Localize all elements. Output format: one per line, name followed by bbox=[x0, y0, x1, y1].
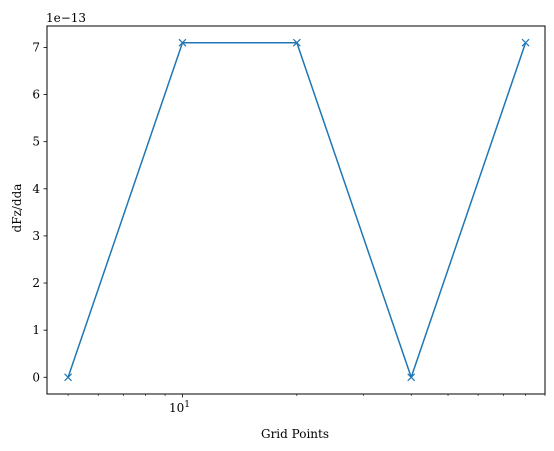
data-point-marker bbox=[178, 38, 187, 47]
y-axis-offset-text: 1e−13 bbox=[46, 11, 86, 25]
y-tick-label: 0 bbox=[32, 370, 40, 384]
x-axis-label: Grid Points bbox=[261, 427, 329, 441]
series-layer bbox=[64, 38, 530, 382]
plot-area-frame bbox=[46, 25, 546, 395]
y-axis-ticks: 0 1 2 3 4 5 6 7 bbox=[32, 40, 47, 384]
axes-frame bbox=[46, 25, 546, 395]
y-tick-label: 6 bbox=[32, 88, 40, 102]
y-tick-label: 7 bbox=[32, 40, 40, 54]
data-point-marker bbox=[407, 373, 416, 382]
y-tick-label: 4 bbox=[32, 182, 40, 196]
data-point-marker bbox=[292, 38, 301, 47]
y-axis-label: dFz/dda bbox=[10, 184, 24, 233]
y-tick-label: 2 bbox=[32, 276, 40, 290]
x-tick-label: 101 bbox=[169, 400, 190, 415]
y-tick-label: 3 bbox=[32, 229, 40, 243]
data-point-marker bbox=[64, 373, 73, 382]
y-tick-label: 1 bbox=[32, 323, 40, 337]
x-axis-ticks: 101 bbox=[67, 394, 546, 415]
y-tick-label: 5 bbox=[32, 135, 40, 149]
series-line bbox=[67, 41, 527, 379]
data-point-marker bbox=[521, 38, 530, 47]
